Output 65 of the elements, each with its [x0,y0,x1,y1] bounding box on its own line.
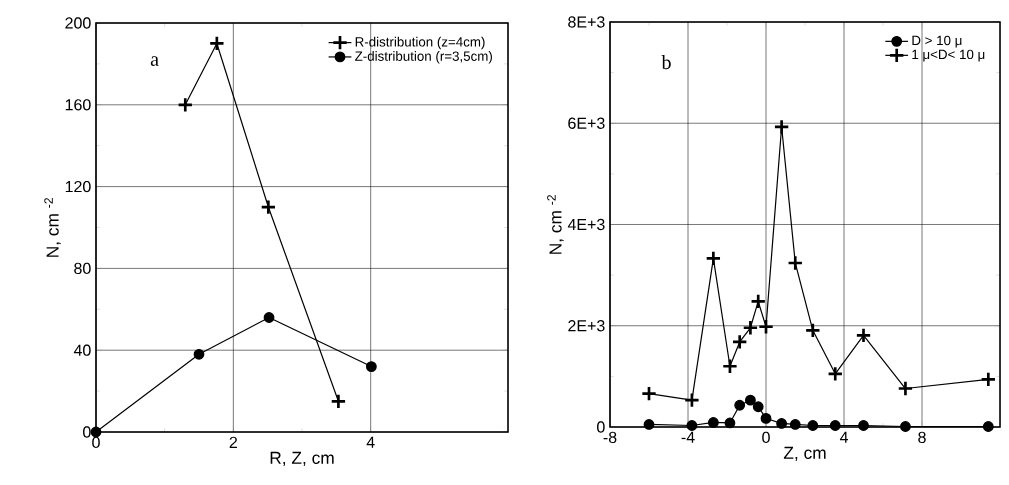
point [686,420,698,431]
y-tick-label: 2E+3 [568,320,605,332]
point [683,392,700,409]
y-tick-label: 80 [74,262,91,275]
y-tick-label: 8E+3 [568,16,605,28]
x-axis-title: R, Z, cm [270,451,334,466]
legend-label: R-distribution (z=4cm) [355,36,485,50]
point [330,393,347,410]
legend-label: 1 μ<D< 10 μ [912,49,985,62]
point [734,399,746,411]
point [858,420,869,431]
point [707,417,719,428]
y-axis-title: N, cm $^{-2}$ [44,198,61,257]
y-tick-label: 160 [65,99,91,111]
point [750,293,767,310]
point [193,348,205,360]
point [897,380,914,397]
y-tick-label: 4E+3 [567,218,605,231]
annotation: b [661,55,671,70]
x-axis-title: Z, cm [783,446,826,461]
point [758,318,775,335]
y-tick-label: 40 [73,344,91,356]
point [641,385,658,402]
point [980,371,997,388]
point [742,319,759,336]
point [745,394,756,406]
point [789,419,801,430]
point [760,412,772,424]
y-tick-label: 6E+3 [568,117,605,129]
point [982,421,994,432]
point [731,333,748,350]
point [804,322,821,339]
point [807,420,819,431]
annotation: a [150,56,159,66]
point [752,401,764,413]
x-tick-label: 0 [92,436,100,449]
point [365,361,377,372]
point [900,421,911,432]
x-tick-label: 2 [229,436,237,448]
point [260,199,277,216]
x-tick-label: -4 [681,431,695,443]
x-tick-label: -8 [603,431,617,444]
x-tick-label: 4 [839,431,848,443]
point [829,420,841,431]
legend-label: D > 10 μ [912,35,962,48]
y-tick-label: 120 [65,180,91,193]
x-tick-label: 4 [366,436,375,448]
point [177,96,194,113]
y-tick-label: 0 [597,421,605,433]
y-axis-title: N, cm $^{-2}$ [547,195,564,254]
point [721,358,738,375]
point [263,312,275,323]
point [724,417,736,429]
point [773,118,790,135]
x-tick-label: 8 [918,431,926,444]
y-tick-label: 200 [65,17,91,29]
point [643,419,655,430]
point [827,365,844,382]
point [705,250,722,267]
legend-label: Z-distribution (r=3,5cm) [355,51,492,64]
point [208,35,225,52]
point [776,418,788,429]
point [855,327,872,344]
x-tick-label: 0 [762,431,770,444]
point [787,254,804,271]
